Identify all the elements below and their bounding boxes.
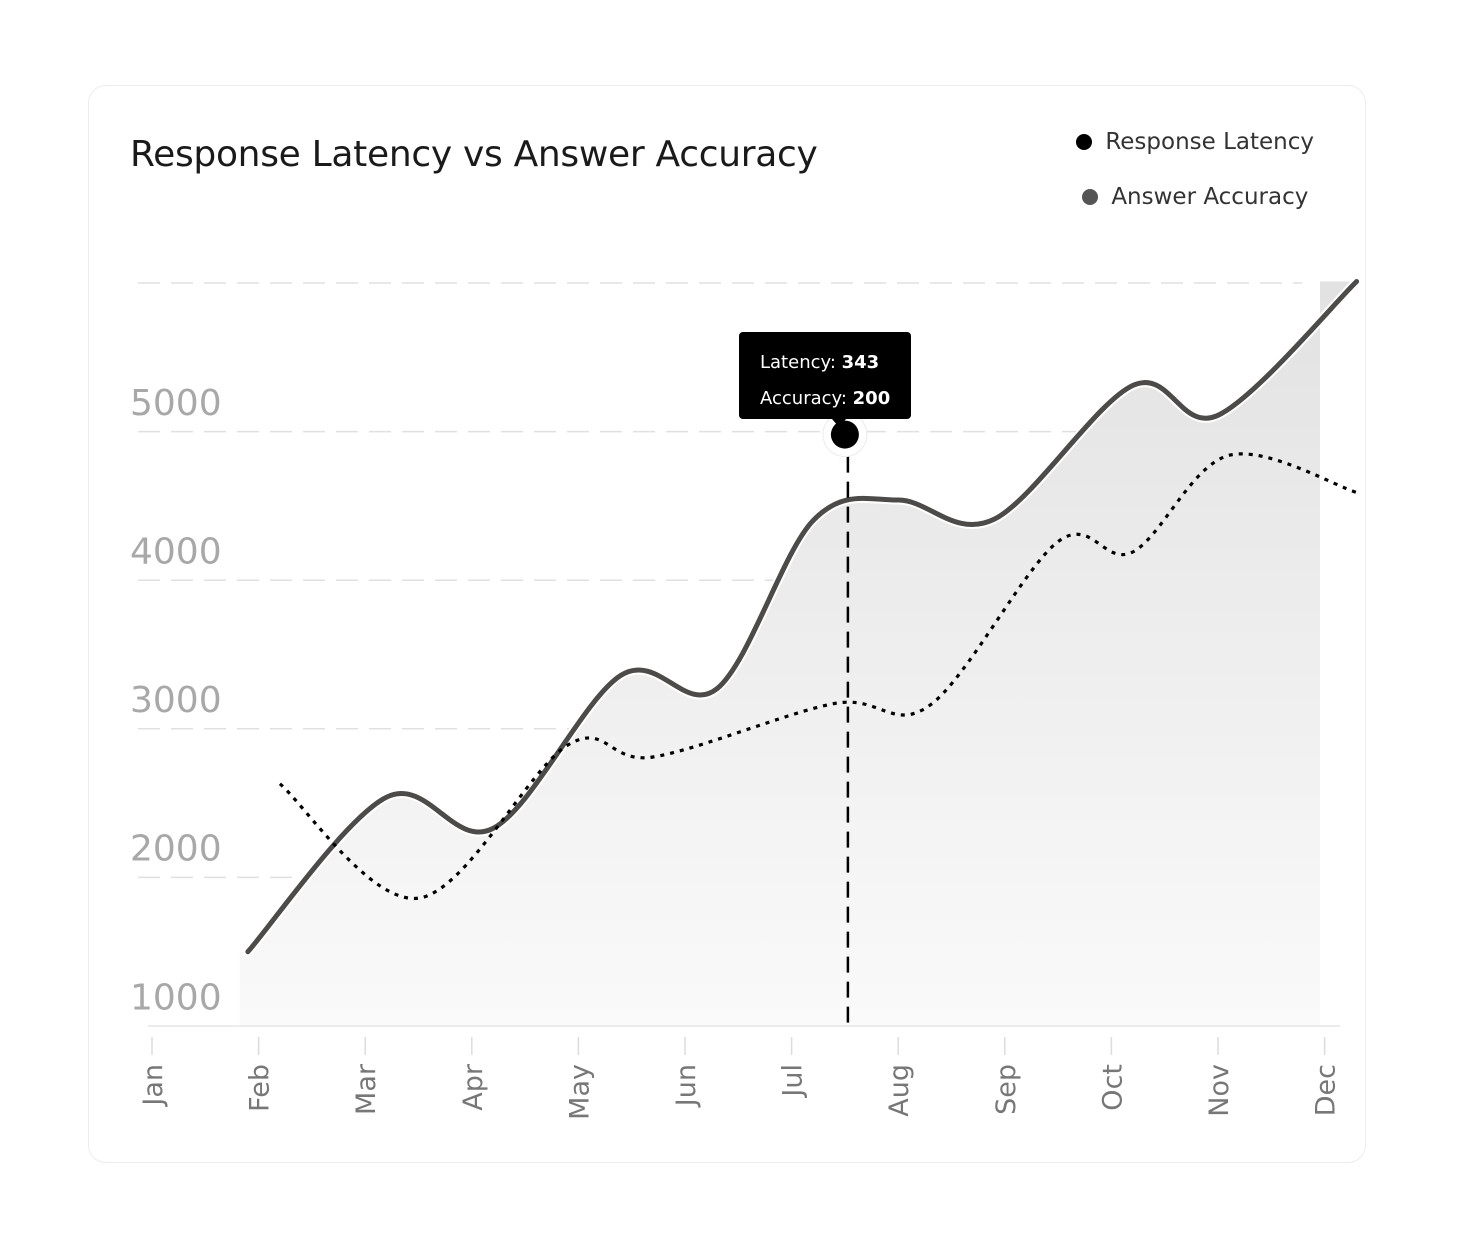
x-tick-label: Sep: [991, 1064, 1022, 1115]
y-tick-label: 4000: [130, 531, 222, 572]
legend-dot-icon: [1082, 189, 1099, 205]
legend-label-answer-accuracy: Answer Accuracy: [1111, 184, 1309, 210]
legend-item-response-latency[interactable]: Response Latency: [1076, 127, 1314, 157]
x-tick-label: Dec: [1311, 1064, 1342, 1116]
latency-area-fill: [239, 281, 1357, 1026]
data-tooltip: Latency: 343 Accuracy: 200: [739, 332, 911, 419]
chart-title: Response Latency vs Answer Accuracy: [130, 134, 818, 175]
chart-legend: Response Latency Answer Accuracy: [1076, 127, 1314, 237]
x-axis: Jan Feb Mar Apr May Jun Jul Aug Sep Oct Nov Dec: [138, 1025, 1342, 1120]
y-tick-label: 5000: [130, 383, 222, 424]
tooltip-pointer: [832, 419, 846, 427]
tooltip-latency-label: Latency:: [760, 352, 842, 373]
x-tick-label: Oct: [1097, 1064, 1128, 1111]
tooltip-latency-value: 343: [841, 352, 880, 373]
tooltip-accuracy-value: 200: [852, 388, 891, 409]
tooltip-accuracy-label: Accuracy:: [760, 388, 853, 409]
x-tick-label: Apr: [458, 1063, 489, 1111]
tooltip-latency-row: Latency: 343: [760, 345, 911, 381]
highlight-point[interactable]: [830, 420, 859, 449]
series-lines: [243, 277, 1362, 957]
y-tick-label: 1000: [130, 977, 222, 1018]
legend-item-answer-accuracy[interactable]: Answer Accuracy: [1082, 182, 1314, 212]
series-line-response-latency[interactable]: [245, 279, 1360, 955]
latency-area: [239, 281, 1357, 1026]
x-tick-label: Aug: [884, 1064, 915, 1117]
x-tick-label: Jul: [778, 1064, 809, 1099]
y-tick-label: 3000: [130, 680, 222, 721]
x-tick-label: Mar: [351, 1063, 382, 1115]
legend-dot-icon: [1076, 134, 1093, 150]
x-tick-label: Jun: [671, 1064, 702, 1108]
x-tick-label: May: [564, 1064, 595, 1120]
y-tick-label: 2000: [130, 829, 222, 870]
legend-label-response-latency: Response Latency: [1105, 129, 1314, 155]
tooltip-accuracy-row: Accuracy: 200: [760, 381, 911, 417]
x-tick-label: Nov: [1204, 1064, 1235, 1117]
x-tick-label: Feb: [245, 1064, 276, 1112]
x-tick-label: Jan: [138, 1064, 169, 1108]
y-axis-ticks: 1000 2000 3000 4000 5000: [130, 383, 222, 1018]
